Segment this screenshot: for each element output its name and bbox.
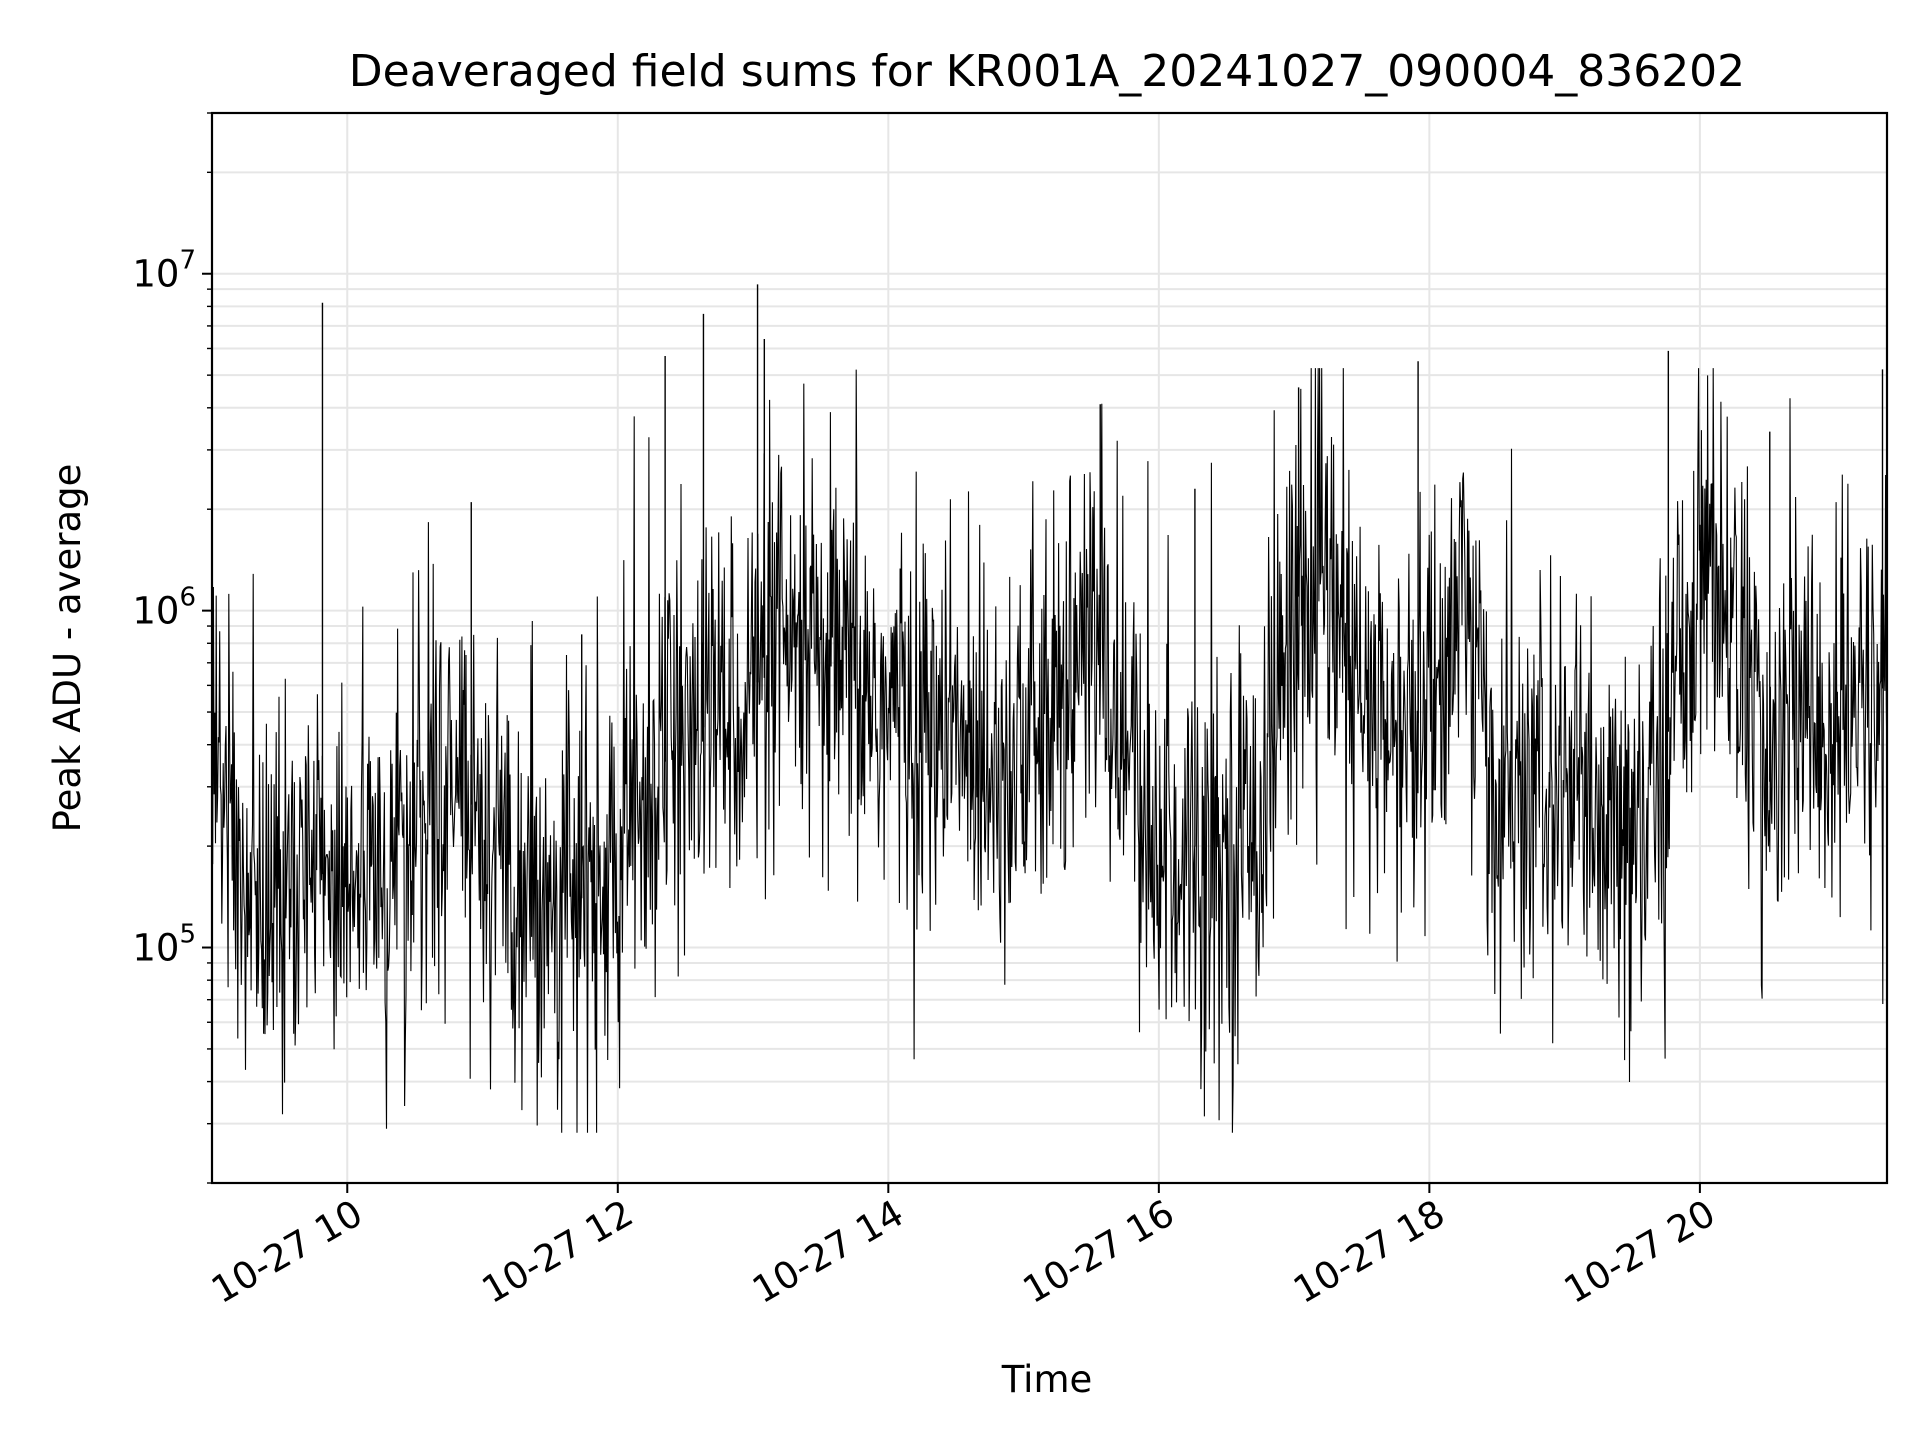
y-axis-label: Peak ADU - average <box>46 464 89 833</box>
series-line <box>211 368 1888 1133</box>
x-axis-label: Time <box>1001 1358 1093 1401</box>
y-tick-label: 105 <box>132 920 196 970</box>
y-tick-label: 107 <box>132 246 196 296</box>
plot-frame <box>210 111 1889 1185</box>
y-tick-label: 106 <box>132 583 196 633</box>
chart-title: Deaveraged field sums for KR001A_2024102… <box>349 46 1745 97</box>
series-layer <box>211 284 1888 1133</box>
